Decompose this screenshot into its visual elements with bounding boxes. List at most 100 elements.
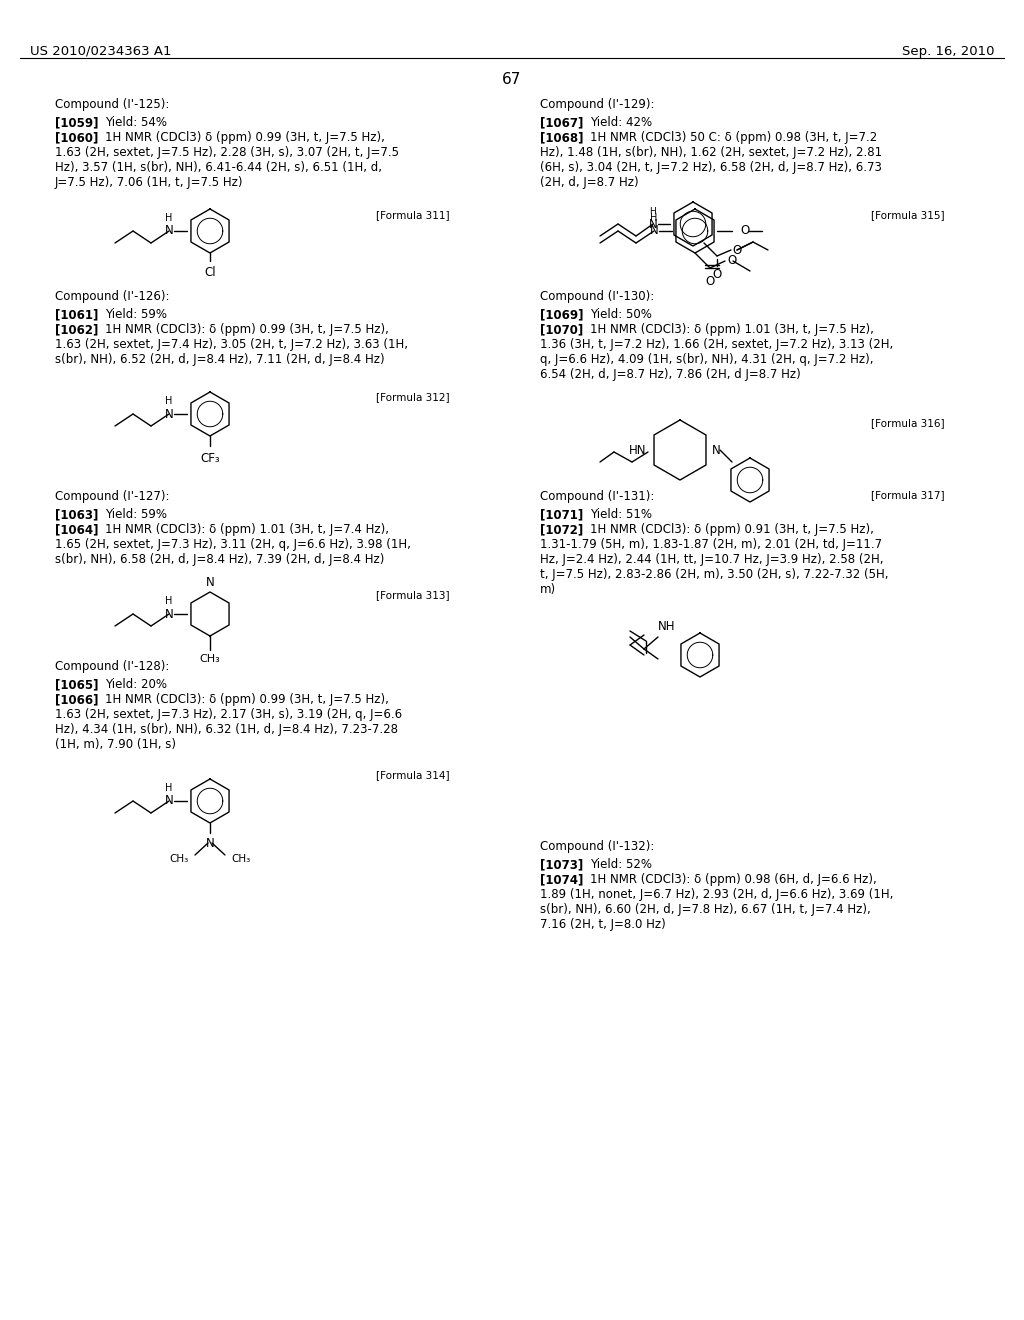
Text: O: O xyxy=(727,255,736,268)
Text: Yield: 50%: Yield: 50% xyxy=(590,308,652,321)
Text: [1069]: [1069] xyxy=(540,308,584,321)
Text: m): m) xyxy=(540,583,556,597)
Text: Yield: 54%: Yield: 54% xyxy=(105,116,167,129)
Text: N: N xyxy=(712,444,721,457)
Text: 1.63 (2H, sextet, J=7.4 Hz), 3.05 (2H, t, J=7.2 Hz), 3.63 (1H,: 1.63 (2H, sextet, J=7.4 Hz), 3.05 (2H, t… xyxy=(55,338,408,351)
Text: Cl: Cl xyxy=(204,267,216,279)
Text: H: H xyxy=(165,783,173,793)
Text: N: N xyxy=(165,224,173,238)
Text: Compound (I'-130):: Compound (I'-130): xyxy=(540,290,654,304)
Text: [1064]: [1064] xyxy=(55,523,98,536)
Text: NH: NH xyxy=(658,620,676,634)
Text: N: N xyxy=(649,224,658,238)
Text: Compound (I'-132):: Compound (I'-132): xyxy=(540,840,654,853)
Text: Yield: 59%: Yield: 59% xyxy=(105,308,167,321)
Text: H: H xyxy=(165,597,173,606)
Text: 1.63 (2H, sextet, J=7.3 Hz), 2.17 (3H, s), 3.19 (2H, q, J=6.6: 1.63 (2H, sextet, J=7.3 Hz), 2.17 (3H, s… xyxy=(55,708,402,721)
Text: US 2010/0234363 A1: US 2010/0234363 A1 xyxy=(30,45,171,58)
Text: [Formula 315]: [Formula 315] xyxy=(871,210,945,220)
Text: Yield: 51%: Yield: 51% xyxy=(590,508,652,521)
Text: q, J=6.6 Hz), 4.09 (1H, s(br), NH), 4.31 (2H, q, J=7.2 Hz),: q, J=6.6 Hz), 4.09 (1H, s(br), NH), 4.31… xyxy=(540,352,873,366)
Text: Hz), 4.34 (1H, s(br), NH), 6.32 (1H, d, J=8.4 Hz), 7.23-7.28: Hz), 4.34 (1H, s(br), NH), 6.32 (1H, d, … xyxy=(55,723,398,737)
Text: [1061]: [1061] xyxy=(55,308,98,321)
Text: 1H NMR (CDCl3): δ (ppm) 0.98 (6H, d, J=6.6 Hz),: 1H NMR (CDCl3): δ (ppm) 0.98 (6H, d, J=6… xyxy=(590,873,877,886)
Text: Compound (I'-128):: Compound (I'-128): xyxy=(55,660,169,673)
Text: [1059]: [1059] xyxy=(55,116,98,129)
Text: [1072]: [1072] xyxy=(540,523,584,536)
Text: O: O xyxy=(732,243,741,256)
Text: (2H, d, J=8.7 Hz): (2H, d, J=8.7 Hz) xyxy=(540,176,639,189)
Text: Hz, J=2.4 Hz), 2.44 (1H, tt, J=10.7 Hz, J=3.9 Hz), 2.58 (2H,: Hz, J=2.4 Hz), 2.44 (1H, tt, J=10.7 Hz, … xyxy=(540,553,884,566)
Text: 1H NMR (CDCl3): δ (ppm) 1.01 (3H, t, J=7.5 Hz),: 1H NMR (CDCl3): δ (ppm) 1.01 (3H, t, J=7… xyxy=(590,323,873,337)
Text: [Formula 313]: [Formula 313] xyxy=(377,590,450,601)
Text: [Formula 317]: [Formula 317] xyxy=(871,490,945,500)
Text: s(br), NH), 6.52 (2H, d, J=8.4 Hz), 7.11 (2H, d, J=8.4 Hz): s(br), NH), 6.52 (2H, d, J=8.4 Hz), 7.11… xyxy=(55,352,385,366)
Text: H: H xyxy=(165,213,173,223)
Text: CF₃: CF₃ xyxy=(200,451,220,465)
Text: s(br), NH), 6.58 (2H, d, J=8.4 Hz), 7.39 (2H, d, J=8.4 Hz): s(br), NH), 6.58 (2H, d, J=8.4 Hz), 7.39… xyxy=(55,553,384,566)
Text: [Formula 314]: [Formula 314] xyxy=(377,770,450,780)
Text: [1065]: [1065] xyxy=(55,678,98,690)
Text: CH₃: CH₃ xyxy=(231,854,250,865)
Text: Compound (I'-131):: Compound (I'-131): xyxy=(540,490,654,503)
Text: 67: 67 xyxy=(503,73,521,87)
Text: N: N xyxy=(165,607,173,620)
Text: Hz), 1.48 (1H, s(br), NH), 1.62 (2H, sextet, J=7.2 Hz), 2.81: Hz), 1.48 (1H, s(br), NH), 1.62 (2H, sex… xyxy=(540,147,882,158)
Text: Yield: 42%: Yield: 42% xyxy=(590,116,652,129)
Text: [Formula 316]: [Formula 316] xyxy=(871,418,945,428)
Text: s(br), NH), 6.60 (2H, d, J=7.8 Hz), 6.67 (1H, t, J=7.4 Hz),: s(br), NH), 6.60 (2H, d, J=7.8 Hz), 6.67… xyxy=(540,903,870,916)
Text: [1066]: [1066] xyxy=(55,693,98,706)
Text: O: O xyxy=(713,268,722,281)
Text: [1073]: [1073] xyxy=(540,858,584,871)
Text: HN: HN xyxy=(629,444,646,457)
Text: CH₃: CH₃ xyxy=(170,854,189,865)
Text: [Formula 312]: [Formula 312] xyxy=(377,392,450,403)
Text: 1H NMR (CDCl3) 50 C: δ (ppm) 0.98 (3H, t, J=7.2: 1H NMR (CDCl3) 50 C: δ (ppm) 0.98 (3H, t… xyxy=(590,131,878,144)
Text: H: H xyxy=(649,207,656,216)
Text: Compound (I'-125):: Compound (I'-125): xyxy=(55,98,169,111)
Text: N: N xyxy=(165,408,173,421)
Text: (1H, m), 7.90 (1H, s): (1H, m), 7.90 (1H, s) xyxy=(55,738,176,751)
Text: J=7.5 Hz), 7.06 (1H, t, J=7.5 Hz): J=7.5 Hz), 7.06 (1H, t, J=7.5 Hz) xyxy=(55,176,244,189)
Text: CH₃: CH₃ xyxy=(200,653,220,664)
Text: 1H NMR (CDCl3): δ (ppm) 0.99 (3H, t, J=7.5 Hz),: 1H NMR (CDCl3): δ (ppm) 0.99 (3H, t, J=7… xyxy=(105,323,389,337)
Text: 1H NMR (CDCl3): δ (ppm) 0.99 (3H, t, J=7.5 Hz),: 1H NMR (CDCl3): δ (ppm) 0.99 (3H, t, J=7… xyxy=(105,693,389,706)
Text: Hz), 3.57 (1H, s(br), NH), 6.41-6.44 (2H, s), 6.51 (1H, d,: Hz), 3.57 (1H, s(br), NH), 6.41-6.44 (2H… xyxy=(55,161,382,174)
Text: [1068]: [1068] xyxy=(540,131,584,144)
Text: 7.16 (2H, t, J=8.0 Hz): 7.16 (2H, t, J=8.0 Hz) xyxy=(540,917,666,931)
Text: 1H NMR (CDCl3): δ (ppm) 1.01 (3H, t, J=7.4 Hz),: 1H NMR (CDCl3): δ (ppm) 1.01 (3H, t, J=7… xyxy=(105,523,389,536)
Text: H: H xyxy=(165,396,173,407)
Text: Yield: 59%: Yield: 59% xyxy=(105,508,167,521)
Text: N: N xyxy=(165,795,173,808)
Text: 1.31-1.79 (5H, m), 1.83-1.87 (2H, m), 2.01 (2H, td, J=11.7: 1.31-1.79 (5H, m), 1.83-1.87 (2H, m), 2.… xyxy=(540,539,882,550)
Text: (6H, s), 3.04 (2H, t, J=7.2 Hz), 6.58 (2H, d, J=8.7 Hz), 6.73: (6H, s), 3.04 (2H, t, J=7.2 Hz), 6.58 (2… xyxy=(540,161,882,174)
Text: Sep. 16, 2010: Sep. 16, 2010 xyxy=(901,45,994,58)
Text: [1074]: [1074] xyxy=(540,873,584,886)
Text: 1H NMR (CDCl3): δ (ppm) 0.91 (3H, t, J=7.5 Hz),: 1H NMR (CDCl3): δ (ppm) 0.91 (3H, t, J=7… xyxy=(590,523,873,536)
Text: N: N xyxy=(648,218,657,231)
Text: [1071]: [1071] xyxy=(540,508,584,521)
Text: [1060]: [1060] xyxy=(55,131,98,144)
Text: t, J=7.5 Hz), 2.83-2.86 (2H, m), 3.50 (2H, s), 7.22-7.32 (5H,: t, J=7.5 Hz), 2.83-2.86 (2H, m), 3.50 (2… xyxy=(540,568,889,581)
Text: H: H xyxy=(650,213,657,223)
Text: [1070]: [1070] xyxy=(540,323,584,337)
Text: Yield: 20%: Yield: 20% xyxy=(105,678,167,690)
Text: [1067]: [1067] xyxy=(540,116,584,129)
Text: N: N xyxy=(206,837,214,850)
Text: 1.65 (2H, sextet, J=7.3 Hz), 3.11 (2H, q, J=6.6 Hz), 3.98 (1H,: 1.65 (2H, sextet, J=7.3 Hz), 3.11 (2H, q… xyxy=(55,539,411,550)
Text: Compound (I'-129):: Compound (I'-129): xyxy=(540,98,654,111)
Text: [1063]: [1063] xyxy=(55,508,98,521)
Text: [1062]: [1062] xyxy=(55,323,98,337)
Text: Compound (I'-126):: Compound (I'-126): xyxy=(55,290,170,304)
Text: 6.54 (2H, d, J=8.7 Hz), 7.86 (2H, d J=8.7 Hz): 6.54 (2H, d, J=8.7 Hz), 7.86 (2H, d J=8.… xyxy=(540,368,801,381)
Text: [Formula 311]: [Formula 311] xyxy=(377,210,450,220)
Text: N: N xyxy=(206,576,214,589)
Text: O: O xyxy=(706,275,715,288)
Text: 1.36 (3H, t, J=7.2 Hz), 1.66 (2H, sextet, J=7.2 Hz), 3.13 (2H,: 1.36 (3H, t, J=7.2 Hz), 1.66 (2H, sextet… xyxy=(540,338,893,351)
Text: O: O xyxy=(740,224,750,238)
Text: 1.89 (1H, nonet, J=6.7 Hz), 2.93 (2H, d, J=6.6 Hz), 3.69 (1H,: 1.89 (1H, nonet, J=6.7 Hz), 2.93 (2H, d,… xyxy=(540,888,893,902)
Text: 1H NMR (CDCl3) δ (ppm) 0.99 (3H, t, J=7.5 Hz),: 1H NMR (CDCl3) δ (ppm) 0.99 (3H, t, J=7.… xyxy=(105,131,385,144)
Text: Compound (I'-127):: Compound (I'-127): xyxy=(55,490,170,503)
Text: 1.63 (2H, sextet, J=7.5 Hz), 2.28 (3H, s), 3.07 (2H, t, J=7.5: 1.63 (2H, sextet, J=7.5 Hz), 2.28 (3H, s… xyxy=(55,147,399,158)
Text: Yield: 52%: Yield: 52% xyxy=(590,858,652,871)
